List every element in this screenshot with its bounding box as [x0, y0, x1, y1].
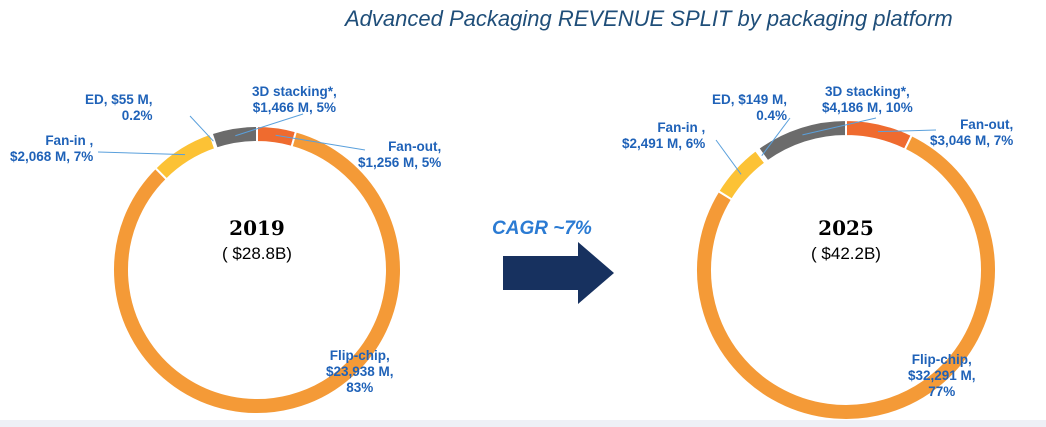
- label-2019-flip-chip: Flip-chip, $23,938 M, 83%: [326, 348, 394, 395]
- year-2019: 2019: [229, 216, 285, 240]
- label-2019-fan-in: Fan-in , $2,068 M, 7%: [10, 133, 94, 164]
- leader-line: [715, 139, 742, 175]
- year-2025: 2025: [818, 216, 874, 240]
- leader-lines: [97, 113, 937, 175]
- growth-arrow-icon: [503, 242, 614, 304]
- leader-line: [275, 134, 366, 151]
- label-2025-fan-in: Fan-in , $2,491 M, 6%: [622, 120, 706, 151]
- slice-2019-flip-chip: [112, 130, 402, 415]
- total-2019: ( $28.8B): [222, 244, 292, 263]
- leader-line: [802, 117, 877, 136]
- label-2019-fan-out: Fan-out, $1,256 M, 5%: [358, 139, 442, 170]
- label-2025-3d-stacking: 3D stacking*, $4,186 M, 10%: [822, 84, 913, 115]
- label-2025-fan-out: Fan-out, $3,046 M, 7%: [930, 117, 1014, 148]
- slice-2019-fan-out: [256, 124, 298, 149]
- leader-line: [97, 151, 186, 156]
- slice-2025-fan-in: [717, 148, 767, 201]
- label-2025-flip-chip: Flip-chip, $32,291 M, 77%: [908, 352, 976, 399]
- slice-2025-fan-out: [845, 118, 914, 151]
- total-2025: ( $42.2B): [811, 244, 881, 263]
- slice-2019-3d-stacking: [210, 124, 258, 150]
- leader-line: [235, 113, 304, 137]
- bottom-band: [0, 420, 1046, 427]
- leader-line: [877, 129, 937, 133]
- label-2019-ed: ED, $55 M, 0.2%: [85, 92, 153, 123]
- slice-2025-3d-stacking: [756, 118, 847, 163]
- donut-2019: [112, 124, 402, 415]
- leader-line: [761, 117, 791, 156]
- leader-line: [189, 115, 214, 142]
- chart-title: Advanced Packaging REVENUE SPLIT by pack…: [345, 6, 953, 31]
- cagr-label: CAGR ~7%: [492, 218, 592, 239]
- label-2019-3d-stacking: 3D stacking*, $1,466 M, 5%: [252, 84, 337, 115]
- slice-2019-fan-in: [153, 132, 217, 181]
- label-2025-ed: ED, $149 M, 0.4%: [712, 92, 788, 123]
